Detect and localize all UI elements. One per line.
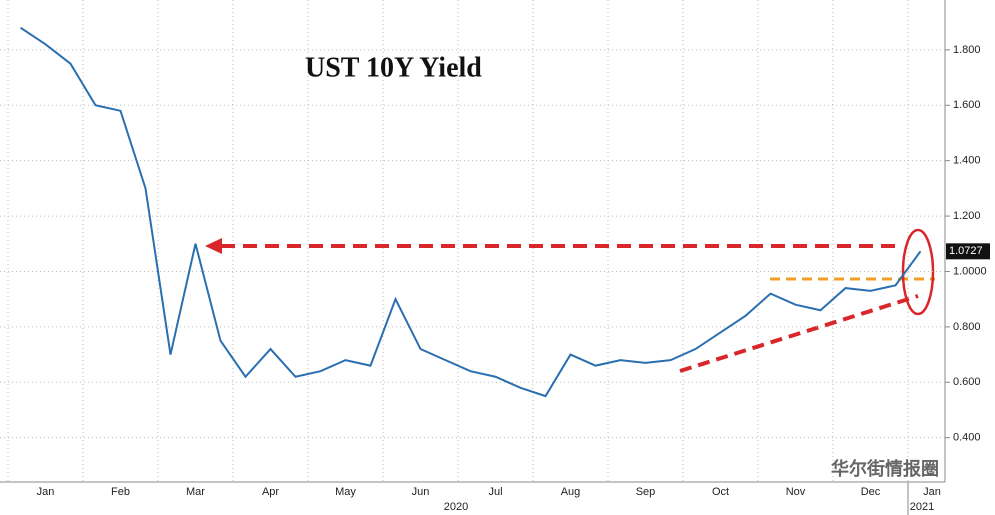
x-tick-label: Jan [37,486,55,498]
y-tick-label: 1.200 [953,210,981,222]
x-tick-label: Oct [712,486,729,498]
x-tick-label: Nov [786,486,806,498]
last-value-label: 1.0727 [949,245,983,257]
y-tick-label: 0.800 [953,321,981,333]
y-tick-label: 1.400 [953,155,981,167]
annotations [205,228,935,373]
x-tick-label: Aug [561,486,581,498]
x-tick-label: Mar [186,486,205,498]
last-value-box [946,243,990,260]
y-tick-label: 0.400 [953,432,981,444]
year-label: 2020 [444,501,468,513]
series-line [19,26,922,398]
x-tick-label: May [335,486,356,498]
y-tick-label: 0.600 [953,376,981,388]
x-tick-label: Jan [923,486,941,498]
x-tick-label: Sep [636,486,656,498]
y-tick-label: 1.800 [953,44,981,56]
x-tick-label: Dec [861,486,881,498]
x-tick-label: Jun [412,486,430,498]
x-tick-label: Feb [111,486,130,498]
y-tick-label: 1.0000 [953,265,987,277]
x-tick-label: Apr [262,486,279,498]
y-tick-label: 1.600 [953,99,981,111]
chart-title: UST 10Y Yield [305,52,482,83]
watermark: 华尔街情报圈 [831,458,939,479]
year-label: 2021 [910,501,934,513]
x-tick-label: Jul [488,486,502,498]
